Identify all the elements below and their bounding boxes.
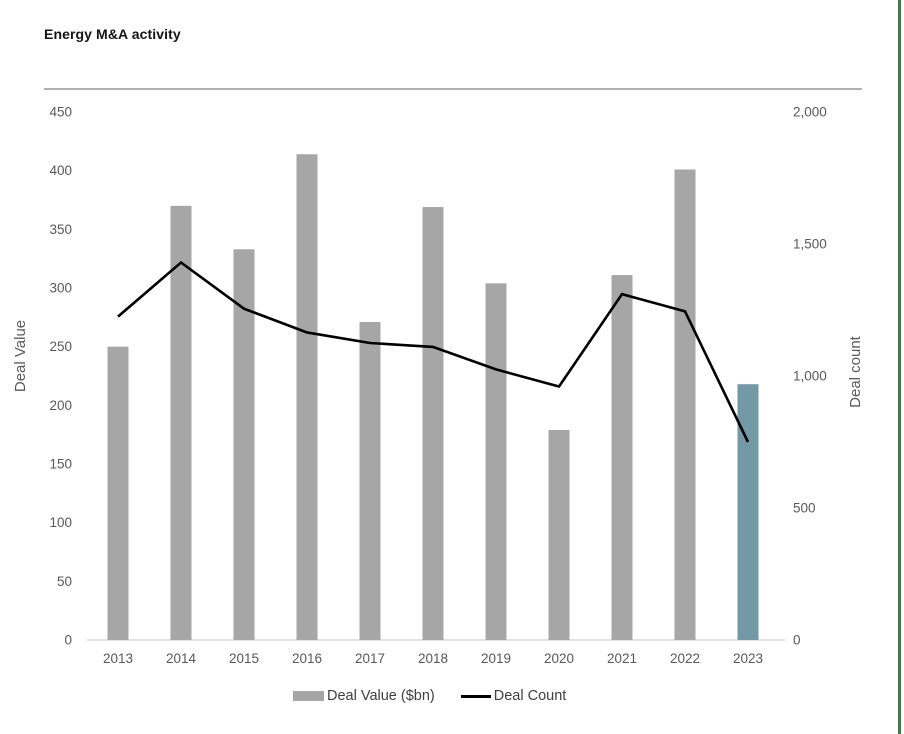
left-axis-tick: 50: [57, 574, 72, 589]
x-axis-label: 2013: [103, 651, 133, 666]
right-axis-tick: 500: [793, 501, 816, 516]
right-axis-tick: 1,000: [793, 369, 827, 384]
x-axis-label: 2020: [544, 651, 574, 666]
bar-2019: [485, 283, 507, 640]
right-axis-tick: 0: [793, 633, 801, 648]
left-axis-tick: 100: [49, 515, 72, 530]
chart-legend: Deal Value ($bn) Deal Count: [293, 687, 566, 705]
left-axis-tick: 400: [49, 163, 72, 178]
left-axis-tick: 300: [49, 281, 72, 296]
x-axis-label: 2015: [229, 651, 259, 666]
legend-label: Deal Value ($bn): [327, 688, 435, 704]
legend-item: Deal Value ($bn): [293, 688, 435, 704]
bar-2015: [233, 249, 255, 640]
left-axis-tick: 200: [49, 398, 72, 413]
legend-line-swatch: [460, 694, 491, 698]
left-axis-tick: 0: [64, 633, 72, 648]
legend-item: Deal Count: [460, 688, 567, 704]
x-axis-label: 2022: [670, 651, 700, 666]
x-axis-label: 2019: [481, 651, 511, 666]
bar-2016: [296, 154, 318, 641]
x-axis-label: 2017: [355, 651, 385, 666]
bar-2014: [170, 205, 192, 640]
x-axis-label: 2023: [733, 651, 763, 666]
bar-2013: [107, 346, 129, 640]
bar-2018: [422, 207, 444, 641]
x-axis-label: 2014: [166, 651, 197, 666]
legend-bar-swatch: [293, 691, 324, 701]
left-axis-tick: 450: [49, 105, 72, 120]
x-axis-label: 2018: [418, 651, 448, 666]
bar-2021: [611, 275, 633, 640]
bar-2022: [674, 169, 696, 640]
left-axis-tick: 250: [49, 339, 72, 354]
legend-label: Deal Count: [493, 688, 567, 704]
deal-count-line: [117, 260, 750, 443]
page-accent-border: [898, 0, 901, 734]
right-axis-tick: 1,500: [793, 237, 827, 252]
x-axis-label: 2016: [292, 651, 322, 666]
chart-title: Energy M&A activity: [44, 26, 181, 42]
left-axis-tick: 150: [49, 457, 72, 472]
bar-2017: [359, 322, 381, 640]
x-axis-label: 2021: [607, 651, 637, 666]
title-divider: [44, 88, 862, 90]
bar-2023: [737, 384, 759, 640]
right-axis-tick: 2,000: [793, 105, 827, 120]
bar-2020: [548, 429, 570, 640]
left-axis-tick: 350: [49, 222, 72, 237]
